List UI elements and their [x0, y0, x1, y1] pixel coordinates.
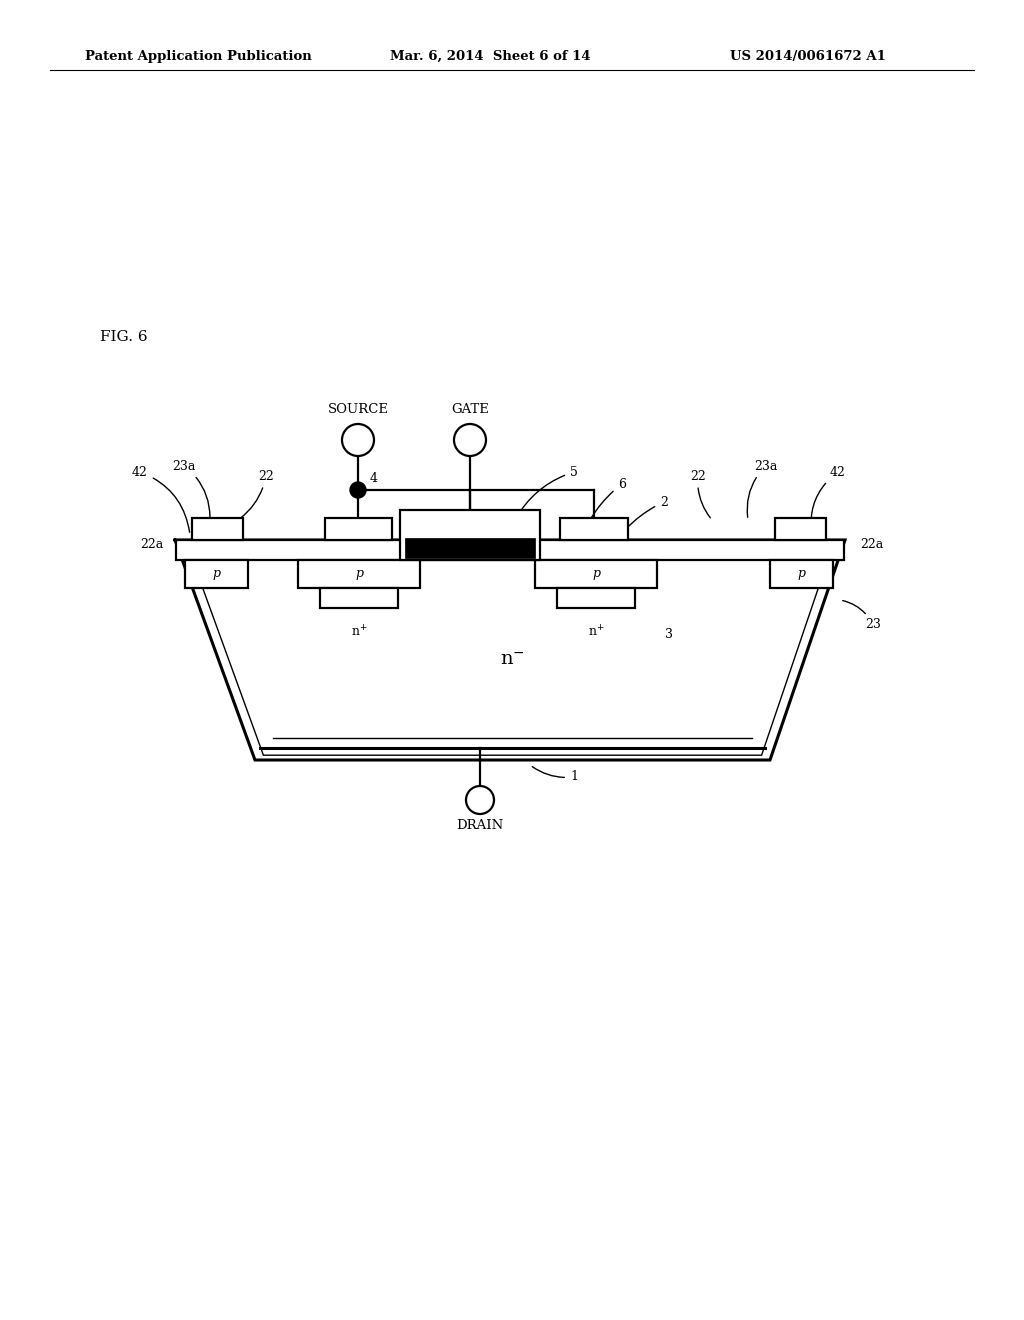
Bar — [535, 560, 657, 587]
Text: p: p — [798, 568, 806, 581]
Text: p: p — [355, 568, 362, 581]
Bar — [560, 517, 628, 540]
Text: FIG. 6: FIG. 6 — [100, 330, 147, 345]
Text: 6: 6 — [592, 478, 626, 517]
Text: n$^{+}$: n$^{+}$ — [588, 624, 604, 639]
Circle shape — [342, 424, 374, 455]
Bar — [557, 587, 635, 609]
Text: 42: 42 — [811, 466, 846, 532]
Bar — [298, 560, 420, 587]
Text: 23a: 23a — [173, 459, 210, 517]
Text: 42: 42 — [132, 466, 189, 532]
Text: 22: 22 — [241, 470, 273, 519]
Bar — [406, 539, 535, 558]
Text: 2: 2 — [627, 495, 668, 528]
Text: 22a: 22a — [860, 539, 884, 552]
Bar — [185, 560, 248, 587]
Text: 22: 22 — [690, 470, 711, 517]
Text: Patent Application Publication: Patent Application Publication — [85, 50, 311, 63]
Text: 4: 4 — [370, 473, 378, 484]
Text: p: p — [213, 568, 220, 581]
Bar — [325, 517, 392, 540]
Circle shape — [350, 482, 366, 498]
Bar — [775, 517, 826, 540]
Text: 1: 1 — [532, 767, 578, 784]
Text: n$^{-}$: n$^{-}$ — [500, 651, 524, 669]
Text: GATE: GATE — [451, 403, 488, 416]
Text: US 2014/0061672 A1: US 2014/0061672 A1 — [730, 50, 886, 63]
Bar — [193, 517, 243, 540]
Circle shape — [466, 785, 494, 814]
Text: 22a: 22a — [139, 539, 163, 552]
Bar — [176, 540, 844, 560]
Text: 23: 23 — [843, 601, 881, 631]
Text: 3: 3 — [665, 627, 673, 640]
Circle shape — [454, 424, 486, 455]
Bar — [400, 510, 540, 560]
Text: DRAIN: DRAIN — [457, 818, 504, 832]
Bar — [319, 587, 398, 609]
Text: 5: 5 — [516, 466, 578, 517]
Text: Mar. 6, 2014  Sheet 6 of 14: Mar. 6, 2014 Sheet 6 of 14 — [390, 50, 591, 63]
Text: SOURCE: SOURCE — [328, 403, 388, 416]
Bar — [770, 560, 833, 587]
Text: 23a: 23a — [748, 459, 777, 517]
Text: n$^{+}$: n$^{+}$ — [351, 624, 368, 639]
Text: p: p — [592, 568, 600, 581]
